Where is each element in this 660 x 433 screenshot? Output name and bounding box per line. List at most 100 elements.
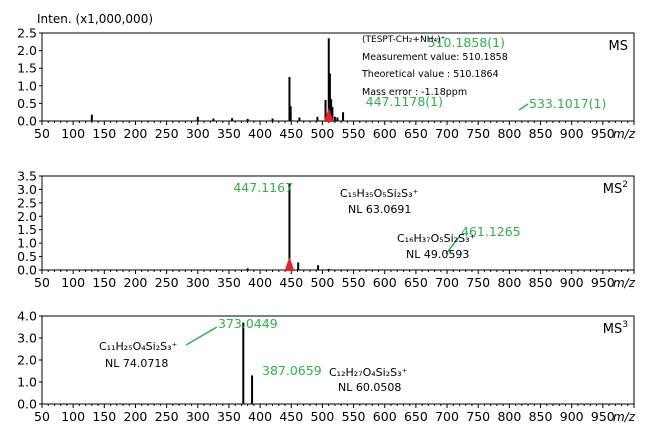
x-tick-label: 900 (560, 275, 584, 290)
spectrum-annotation: C₁₅H₃₅O₅Si₂S₃⁺ (340, 187, 418, 200)
precursor-marker (284, 257, 295, 271)
intensity-unit-label: Inten. (x1,000,000) (37, 12, 153, 26)
x-tick-label: 500 (310, 409, 334, 424)
x-tick-label: 800 (497, 126, 521, 141)
x-unit-label: m/z (613, 410, 636, 424)
peak-mz-label: 373.0449 (218, 316, 278, 331)
spectrum-panel-2: 50 100 150 200 250 300 350 400 450 500 550 600 650 70… (17, 169, 636, 291)
x-tick-label: 200 (124, 126, 148, 141)
spectrum-panel-1: 50 100 150 200 250 300 350 400 450 500 550 600 650 70… (17, 26, 636, 142)
x-tick-label: 100 (61, 275, 85, 290)
y-tick-label: 0.5 (17, 96, 37, 111)
y-tick-label: 1.0 (17, 236, 37, 251)
peak-mz-label: 461.1265 (461, 224, 521, 239)
y-tick-label: 4.0 (17, 309, 37, 324)
x-tick-label: 250 (155, 275, 179, 290)
x-tick-label: 200 (124, 409, 148, 424)
spectrum-annotation: C₁₆H₃₇O₅Si₂S₃⁺ (397, 232, 475, 245)
x-tick-label: 150 (92, 126, 116, 141)
x-tick-label: 800 (497, 409, 521, 424)
x-tick-label: 650 (404, 409, 428, 424)
y-tick-label: 2.0 (17, 209, 37, 224)
x-tick-label: 850 (529, 275, 553, 290)
x-tick-label: 350 (217, 275, 241, 290)
x-tick-label: 50 (34, 275, 50, 290)
y-tick-label: 0.0 (17, 397, 37, 412)
x-tick-label: 100 (61, 409, 85, 424)
x-tick-label: 700 (435, 275, 459, 290)
x-tick-label: 750 (466, 409, 490, 424)
x-tick-label: 450 (279, 409, 303, 424)
ms-stage-label: MS (609, 39, 628, 54)
x-tick-label: 600 (373, 275, 397, 290)
x-tick-label: 400 (248, 409, 272, 424)
y-tick-label: 2.0 (17, 353, 37, 368)
x-tick-label: 300 (186, 126, 210, 141)
x-tick-label: 400 (248, 275, 272, 290)
label-leader-line (185, 326, 218, 346)
y-tick-label: 3.5 (17, 169, 37, 184)
x-tick-label: 500 (310, 126, 334, 141)
label-leader-line (445, 236, 460, 255)
spectrum-annotation: C₁₁H₂₅O₄Si₂S₃⁺ (99, 340, 177, 353)
y-tick-label: 0.0 (17, 114, 37, 129)
x-tick-label: 250 (155, 126, 179, 141)
x-tick-label: 450 (279, 126, 303, 141)
x-tick-label: 350 (217, 409, 241, 424)
x-tick-label: 600 (373, 126, 397, 141)
x-tick-label: 800 (497, 275, 521, 290)
x-tick-label: 50 (34, 409, 50, 424)
label-leader-line (518, 103, 529, 111)
y-tick-label: 1.5 (17, 222, 37, 237)
y-tick-label: 3.0 (17, 182, 37, 197)
precursor-marker (323, 108, 334, 122)
y-tick-label: 2.5 (17, 195, 37, 210)
ms-stage-label: MS2 (603, 180, 628, 197)
y-tick-label: 1.0 (17, 78, 37, 93)
x-tick-label: 850 (529, 126, 553, 141)
x-tick-label: 750 (466, 275, 490, 290)
spectrum-annotation: Theoretical value : 510.1864 (361, 69, 499, 80)
x-tick-label: 550 (342, 409, 366, 424)
x-unit-label: m/z (613, 276, 636, 290)
x-tick-label: 950 (591, 126, 615, 141)
x-tick-label: 400 (248, 126, 272, 141)
y-tick-label: 1.5 (17, 61, 37, 76)
ms-stage-label: MS3 (603, 320, 628, 337)
x-tick-label: 550 (342, 126, 366, 141)
x-tick-label: 650 (404, 126, 428, 141)
x-tick-label: 850 (529, 409, 553, 424)
x-tick-label: 750 (466, 126, 490, 141)
x-tick-label: 300 (186, 275, 210, 290)
x-tick-label: 600 (373, 409, 397, 424)
peak-mz-label: 533.1017(1) (529, 96, 606, 111)
spectrum-annotation: NL 63.0691 (348, 203, 411, 216)
x-tick-label: 450 (279, 275, 303, 290)
x-tick-label: 950 (591, 409, 615, 424)
spectrum-annotation: Mass error : -1.18ppm (362, 87, 467, 98)
x-tick-label: 900 (560, 409, 584, 424)
x-tick-label: 350 (217, 126, 241, 141)
x-tick-label: 250 (155, 409, 179, 424)
x-tick-label: 200 (124, 275, 148, 290)
spectrum-panels: 50 100 150 200 250 300 350 400 450 500 550 600 650 70… (17, 26, 636, 425)
spectrum-annotation: (TESPT-CH₂+NH₄)⁺ (362, 35, 446, 45)
spectrum-panel-3: 50 100 150 200 250 300 350 400 450 500 550 600 650 70… (17, 309, 636, 425)
y-tick-label: 2.0 (17, 43, 37, 58)
spectrum-annotation: Measurement value: 510.1858 (362, 52, 508, 63)
plot-frame (41, 175, 635, 271)
peak-mz-label: 447.1178(1) (366, 94, 443, 109)
x-tick-label: 150 (92, 409, 116, 424)
x-tick-label: 950 (591, 275, 615, 290)
y-tick-label: 0.5 (17, 249, 37, 264)
x-tick-label: 500 (310, 275, 334, 290)
x-tick-label: 150 (92, 275, 116, 290)
peak-mz-label: 510.1858(1) (428, 35, 505, 50)
x-tick-label: 300 (186, 409, 210, 424)
x-tick-label: 650 (404, 275, 428, 290)
x-tick-label: 700 (435, 409, 459, 424)
x-tick-label: 900 (560, 126, 584, 141)
spectrum-annotation: NL 49.0593 (406, 248, 469, 261)
spectrum-annotation: C₁₂H₂₇O₄Si₂S₃⁺ (329, 366, 407, 379)
